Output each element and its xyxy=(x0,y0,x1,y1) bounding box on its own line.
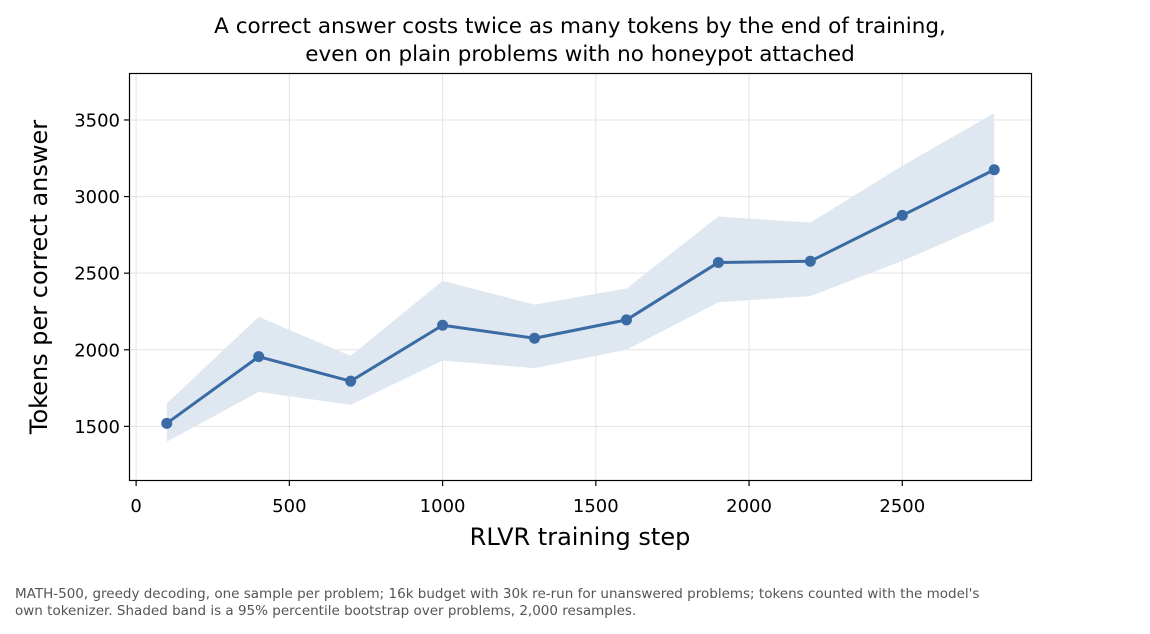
grid xyxy=(130,74,1031,480)
data-point xyxy=(437,319,449,331)
y-tick-label: 2000 xyxy=(74,340,120,361)
chart-title-line-2: even on plain problems with no honeypot … xyxy=(305,42,855,67)
caption-line-1: MATH-500, greedy decoding, one sample pe… xyxy=(15,586,980,602)
series-points xyxy=(161,164,1000,429)
y-axis-label: Tokens per correct answer xyxy=(25,120,53,435)
data-point xyxy=(712,256,724,268)
y-axis-ticks: 1500 2000 2500 3000 3500 xyxy=(74,110,130,438)
figure-caption: MATH-500, greedy decoding, one sample pe… xyxy=(15,586,1145,620)
line-chart: A correct answer costs twice as many tok… xyxy=(25,14,1033,551)
confidence-band xyxy=(166,113,995,442)
data-point xyxy=(620,314,632,326)
x-tick-label: 500 xyxy=(272,496,306,517)
data-point xyxy=(988,164,1000,176)
series-line xyxy=(165,168,995,425)
x-tick-label: 1500 xyxy=(573,496,619,517)
x-tick-label: 2000 xyxy=(726,496,772,517)
data-point xyxy=(345,375,357,387)
x-axis-ticks: 0 500 1000 1500 2000 2500 xyxy=(130,480,925,517)
x-tick-label: 2500 xyxy=(879,496,925,517)
data-point xyxy=(896,209,908,221)
y-tick-label: 3500 xyxy=(74,110,120,131)
series-polyline xyxy=(165,168,995,425)
data-point xyxy=(161,417,173,429)
data-point xyxy=(253,351,265,363)
chart-title-line-1: A correct answer costs twice as many tok… xyxy=(214,14,946,39)
data-point xyxy=(804,255,816,267)
plot-frame xyxy=(128,72,1033,482)
ci-band xyxy=(166,113,995,442)
x-tick-label: 0 xyxy=(130,496,141,517)
x-tick-label: 1000 xyxy=(420,496,466,517)
x-axis-label: RLVR training step xyxy=(470,523,691,551)
y-tick-label: 1500 xyxy=(74,417,120,438)
y-tick-label: 2500 xyxy=(74,264,120,285)
y-tick-label: 3000 xyxy=(74,187,120,208)
data-point xyxy=(529,332,541,344)
caption-line-2: own tokenizer. Shaded band is a 95% perc… xyxy=(15,603,637,619)
